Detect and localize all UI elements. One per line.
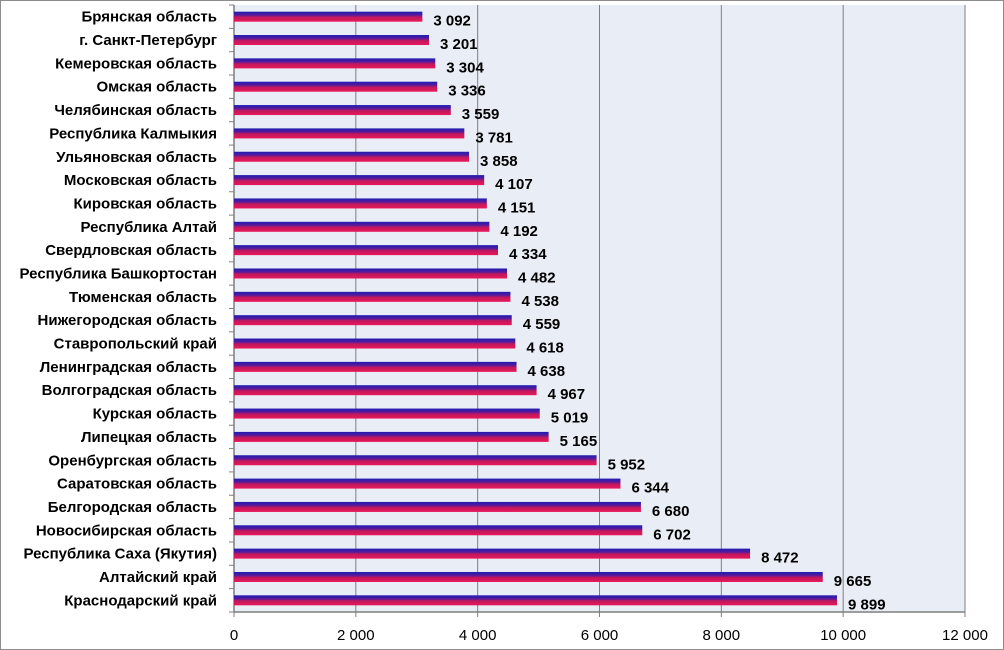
bar [234,408,540,419]
value-label: 9 899 [848,596,886,613]
category-label: Республика Башкортостан [20,265,217,282]
bar [234,245,499,256]
bar [234,151,470,162]
category-label: Новосибирская область [36,522,217,539]
x-tick-label: 2 000 [337,627,375,644]
category-label: Волгоградская область [42,382,217,399]
category-label: Кировская область [74,195,218,212]
bar [234,571,823,582]
bar [234,221,490,232]
value-label: 4 192 [500,223,538,240]
value-label: 4 482 [518,269,556,286]
category-label: г. Санкт-Петербург [79,32,217,49]
value-label: 4 107 [495,176,533,193]
bar [234,385,537,396]
category-label: Краснодарский край [64,592,217,609]
value-label: 4 967 [548,386,586,403]
value-label: 6 680 [652,503,690,520]
bar [234,338,516,349]
category-label: Нижегородская область [38,312,217,329]
category-label: Ленинградская область [40,359,217,376]
category-label: Республика Алтай [81,219,217,236]
bar [234,198,487,209]
category-label: Белгородская область [48,499,217,516]
category-label: Брянская область [81,9,217,26]
value-label: 5 019 [551,410,589,427]
value-label: 3 304 [446,59,484,76]
bar [234,361,517,372]
bar [234,525,643,536]
value-label: 3 336 [448,83,486,100]
x-tick-label: 4 000 [459,627,497,644]
x-tick-label: 12 000 [942,627,988,644]
category-label: Курская область [93,406,217,423]
x-tick-label: 10 000 [820,627,866,644]
value-label: 3 559 [462,106,500,123]
category-label: Челябинская область [54,102,217,119]
value-label: 4 334 [509,246,547,263]
value-label: 3 781 [475,129,513,146]
x-tick-label: 0 [230,627,238,644]
category-label: Липецкая область [81,429,217,446]
value-label: 3 858 [480,153,518,170]
bar [234,478,621,489]
bar [234,548,751,559]
bar [234,501,641,512]
category-label: Алтайский край [99,569,217,586]
bar [234,291,511,302]
bar [234,105,451,116]
bar [234,595,838,606]
value-label: 6 702 [653,526,691,543]
value-label: 4 151 [498,199,536,216]
bar [234,315,512,326]
value-label: 8 472 [761,550,799,567]
value-label: 9 665 [834,573,872,590]
value-label: 4 559 [523,316,561,333]
category-label: Республика Саха (Якутия) [23,546,217,563]
category-label: Омская область [96,79,217,96]
bar [234,58,436,69]
category-label: Ульяновская область [56,149,217,166]
category-label: Кемеровская область [55,55,217,72]
value-label: 3 201 [440,36,478,53]
value-label: 4 638 [528,363,566,380]
bar [234,455,597,466]
category-label: Ставропольский край [54,336,217,353]
value-label: 3 092 [433,13,471,30]
x-tick-label: 6 000 [581,627,619,644]
value-label: 6 344 [631,480,669,497]
category-label: Саратовская область [57,476,217,493]
x-tick-label: 8 000 [703,627,741,644]
bar [234,175,485,186]
value-label: 4 538 [521,293,559,310]
category-label: Свердловская область [45,242,217,259]
category-label: Московская область [64,172,217,189]
value-label: 5 165 [560,433,598,450]
bar [234,431,549,442]
value-label: 4 618 [526,340,564,357]
bar [234,11,423,22]
bar [234,128,465,139]
category-label: Тюменская область [69,289,217,306]
category-label: Оренбургская область [48,452,217,469]
value-label: 5 952 [608,456,646,473]
bar [234,35,429,46]
category-label: Республика Калмыкия [49,125,217,142]
bar [234,268,508,279]
bar [234,81,438,92]
